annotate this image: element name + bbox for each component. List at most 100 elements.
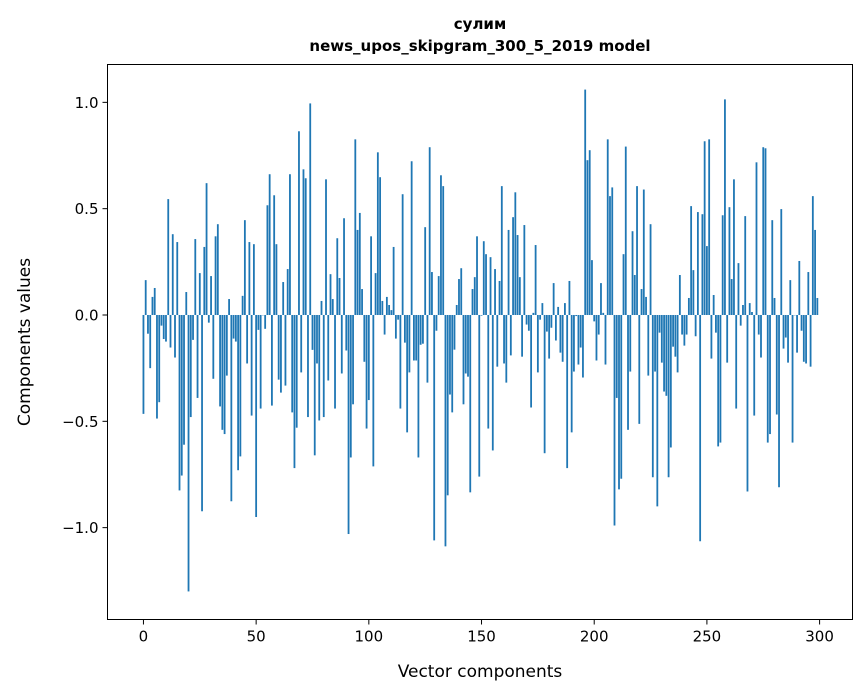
bar-125	[424, 227, 426, 315]
bar-144	[467, 315, 469, 377]
bar-201	[596, 315, 598, 361]
bar-178	[544, 315, 546, 453]
bar-43	[239, 315, 241, 456]
y-axis: −1.0−0.50.00.51.0	[62, 94, 107, 537]
bar-139	[456, 305, 458, 315]
bar-161	[505, 315, 507, 383]
bar-123	[420, 315, 422, 345]
bar-136	[449, 315, 451, 395]
bar-282	[778, 315, 780, 487]
bar-191	[573, 315, 575, 372]
bar-39	[230, 315, 232, 501]
bar-3	[149, 315, 151, 368]
bar-186	[562, 315, 564, 362]
bar-158	[499, 281, 501, 315]
bar-199	[591, 260, 593, 315]
bar-13	[172, 234, 174, 315]
bar-224	[647, 315, 649, 376]
bar-57	[271, 315, 273, 406]
bar-187	[564, 303, 566, 315]
x-tick-label: 300	[805, 628, 834, 646]
bar-140	[458, 279, 460, 315]
bar-248	[701, 214, 703, 315]
bar-222	[643, 190, 645, 315]
y-tick-label: 0.0	[75, 306, 99, 324]
bar-84	[332, 299, 334, 315]
bar-11	[167, 199, 169, 315]
bar-263	[735, 315, 737, 409]
bar-283	[780, 209, 782, 315]
bar-82	[327, 315, 329, 380]
bar-137	[451, 315, 453, 412]
bar-266	[742, 305, 744, 315]
bar-70	[300, 315, 302, 372]
bar-293	[803, 315, 805, 362]
bar-81	[325, 179, 327, 315]
bar-119	[411, 161, 413, 315]
bar-188	[566, 315, 568, 468]
bar-130	[436, 315, 438, 331]
bar-260	[729, 207, 731, 315]
bar-177	[541, 303, 543, 315]
bar-214	[625, 147, 627, 315]
bar-159	[501, 186, 503, 315]
bar-120	[413, 315, 415, 361]
bar-163	[510, 315, 512, 355]
bar-193	[578, 315, 580, 365]
bar-66	[291, 315, 293, 412]
bar-103	[375, 273, 377, 315]
bar-27	[203, 247, 205, 315]
bar-38	[228, 299, 230, 315]
bar-196	[584, 90, 586, 315]
bar-121	[415, 315, 417, 361]
bar-257	[722, 215, 724, 315]
bar-102	[372, 315, 374, 466]
bar-99	[366, 315, 368, 429]
bar-215	[627, 315, 629, 430]
bar-261	[731, 279, 733, 315]
bar-233	[668, 315, 670, 477]
bar-37	[226, 315, 228, 376]
bar-78	[318, 315, 320, 420]
bar-79	[321, 301, 323, 315]
bar-221	[641, 289, 643, 315]
bar-285	[785, 315, 787, 338]
bar-162	[508, 230, 510, 315]
bar-230	[661, 315, 663, 363]
bar-142	[463, 315, 465, 404]
bar-299	[816, 298, 818, 315]
bar-25	[199, 273, 201, 315]
bar-297	[812, 196, 814, 315]
bar-189	[569, 281, 571, 315]
bar-20	[188, 315, 190, 591]
bar-265	[740, 315, 742, 326]
bar-183	[555, 315, 557, 341]
bar-274	[760, 315, 762, 358]
bar-227	[654, 315, 656, 372]
bar-216	[629, 315, 631, 372]
bar-174	[535, 245, 537, 315]
x-tick-label: 100	[355, 628, 384, 646]
bar-291	[798, 261, 800, 315]
bar-226	[652, 315, 654, 477]
bar-59	[276, 244, 278, 315]
bar-218	[634, 275, 636, 315]
bar-98	[363, 315, 365, 362]
bar-203	[600, 283, 602, 315]
bar-33	[217, 224, 219, 315]
bar-110	[390, 310, 392, 315]
bar-96	[359, 213, 361, 315]
chart-subtitle: news_upos_skipgram_300_5_2019 model	[309, 37, 650, 55]
y-tick-label: 0.5	[75, 200, 99, 218]
bar-247	[699, 315, 701, 541]
bar-31	[212, 315, 214, 379]
bar-19	[185, 292, 187, 315]
bar-253	[713, 295, 715, 315]
bar-109	[388, 305, 390, 315]
bar-176	[539, 315, 541, 320]
bar-157	[496, 315, 498, 367]
x-tick-label: 200	[580, 628, 609, 646]
bar-107	[384, 315, 386, 335]
bar-175	[537, 315, 539, 372]
bar-254	[715, 315, 717, 333]
